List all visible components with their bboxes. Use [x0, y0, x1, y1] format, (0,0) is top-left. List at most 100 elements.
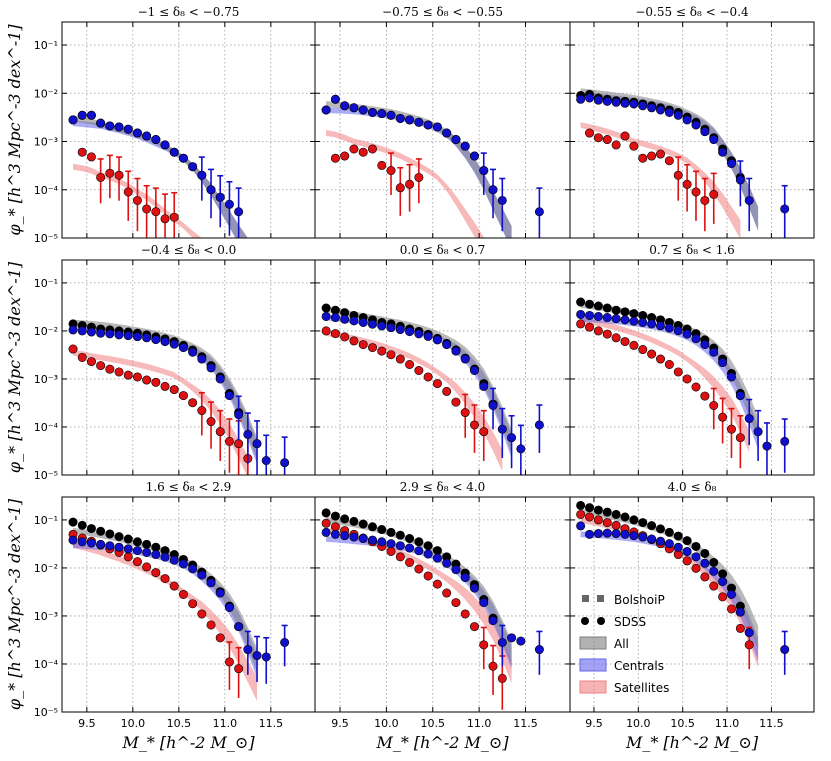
x-tick-label: 10.5 [167, 717, 192, 730]
panel-4: −0.4 ≤ δ₈ < 0.0 10⁻⁵ 10⁻⁴ 10⁻³ 10⁻² 10⁻¹ φ_* [… [5, 243, 316, 482]
sdss-centrals-point [611, 529, 621, 539]
sdss-centrals-point [321, 105, 331, 115]
y-tick-label: 10⁻⁵ [34, 469, 58, 482]
sdss-satellites-point [709, 581, 719, 591]
panel-title: 1.6 ≤ δ₈ < 2.9 [146, 480, 232, 494]
sdss-centrals-point [488, 616, 498, 626]
sdss-centrals-point [132, 546, 142, 556]
sdss-all-point [585, 299, 595, 309]
sdss-centrals-point [340, 101, 350, 111]
sdss-centrals-point [105, 329, 115, 339]
x-tick-label: 9.5 [78, 717, 96, 730]
sdss-satellites-point [123, 370, 133, 380]
legend-label: Satellites [614, 681, 669, 695]
sdss-satellites-point [77, 352, 87, 362]
sdss-centrals-point [395, 113, 405, 123]
sdss-centrals-point [377, 321, 387, 331]
sdss-satellites-point [735, 433, 745, 443]
sdss-satellites-point [349, 336, 359, 346]
satellites-band [326, 330, 503, 472]
sdss-centrals-point [507, 633, 517, 643]
sdss-all-point [682, 536, 692, 546]
sdss-satellites-point [691, 382, 701, 392]
sdss-satellites-point [123, 187, 133, 197]
x-tick-label: 10.5 [670, 717, 695, 730]
satellites-band [73, 163, 202, 238]
sdss-centrals-point [585, 529, 595, 539]
sdss-satellites-point [423, 372, 433, 382]
sdss-satellites-point [576, 319, 586, 329]
sdss-centrals-point [197, 170, 207, 180]
sdss-all-point [602, 303, 612, 313]
sdss-all-point [585, 503, 595, 513]
plot-area [68, 319, 290, 475]
sdss-centrals-point [96, 118, 106, 128]
satellites-band [326, 527, 512, 684]
panel-7: 1.6 ≤ δ₈ < 2.9 10⁻⁵ 10⁻⁴ 10⁻³ 10⁻² 10⁻¹ φ_* [h… [5, 480, 316, 752]
sdss-all-point [96, 526, 106, 536]
sdss-centrals-point [330, 529, 340, 539]
sdss-all-point [321, 508, 331, 518]
sdss-satellites-point [160, 214, 170, 224]
panel-9: 4.0 ≤ δ₈ 9.5 10.0 10.5 11.0 11.5M_* [h^-2 M_⊙… [569, 480, 815, 752]
sdss-centrals-point [197, 570, 207, 580]
sdss-satellites-point [664, 156, 674, 166]
sdss-satellites-point [197, 609, 207, 619]
sdss-satellites-point [414, 564, 424, 574]
sdss-satellites-point [726, 424, 736, 434]
sdss-satellites-point [442, 588, 452, 598]
sdss-centrals-point [611, 97, 621, 107]
sdss-satellites-point [414, 365, 424, 375]
sdss-satellites-point [405, 557, 415, 567]
sdss-centrals-point [414, 329, 424, 339]
sdss-centrals-point [735, 391, 745, 401]
sdss-satellites-point [682, 556, 692, 566]
sdss-satellites-point [469, 622, 479, 632]
sdss-satellites-point [673, 170, 683, 180]
sdss-centrals-point [576, 94, 586, 104]
all-band [73, 319, 257, 461]
panel-1: −1 ≤ δ₈ < −0.75 10⁻⁵ 10⁻⁴ 10⁻³ 10⁻² 10⁻¹ φ_* [… [5, 5, 316, 245]
sdss-satellites-point [682, 374, 692, 384]
x-tick-label: 11.0 [467, 717, 492, 730]
sdss-all-point [142, 539, 152, 549]
sdss-satellites-point [460, 408, 470, 418]
legend-label: SDSS [614, 615, 646, 629]
sdss-centrals-point [340, 314, 350, 324]
sdss-satellites-point [132, 557, 142, 567]
sdss-satellites-point [142, 562, 152, 572]
y-tick-label: 10⁻⁴ [34, 658, 59, 671]
sdss-satellites-point [602, 135, 612, 145]
x-tick-label: 11.0 [715, 717, 740, 730]
sdss-centrals-point [206, 578, 216, 588]
sdss-all-point [576, 500, 586, 510]
legend-swatch-centrals [579, 658, 607, 672]
sdss-satellites-point [460, 609, 470, 619]
sdss-centrals-point [405, 115, 415, 125]
sdss-all-point [638, 518, 648, 528]
sdss-satellites-point [593, 515, 603, 525]
sdss-centrals-point [197, 354, 207, 364]
sdss-centrals-point [349, 103, 359, 113]
sdss-satellites-point [215, 427, 225, 437]
y-tick-label: 10⁻⁵ [34, 706, 58, 719]
x-tick-label: 11.5 [259, 717, 284, 730]
sdss-satellites-point [132, 195, 142, 205]
sdss-centrals-point [142, 333, 152, 343]
sdss-satellites-point [160, 381, 170, 391]
sdss-centrals-point [423, 120, 433, 130]
sdss-centrals-point [132, 128, 142, 138]
legend-swatch-bolshoip [597, 595, 604, 602]
sdss-centrals-point [629, 316, 639, 326]
panel-frame [314, 259, 571, 476]
sdss-satellites-point [377, 160, 387, 170]
x-axis-label: M_* [h^-2 M_⊙] [375, 733, 509, 752]
sdss-satellites-point [96, 361, 106, 371]
sdss-satellites-point [367, 144, 377, 154]
sdss-satellites-point [423, 571, 433, 581]
sdss-satellites-point [469, 420, 479, 430]
sdss-centrals-point [77, 326, 87, 336]
y-tick-label: 10⁻³ [34, 136, 58, 149]
sdss-centrals-point [700, 127, 710, 137]
sdss-centrals-point [395, 541, 405, 551]
